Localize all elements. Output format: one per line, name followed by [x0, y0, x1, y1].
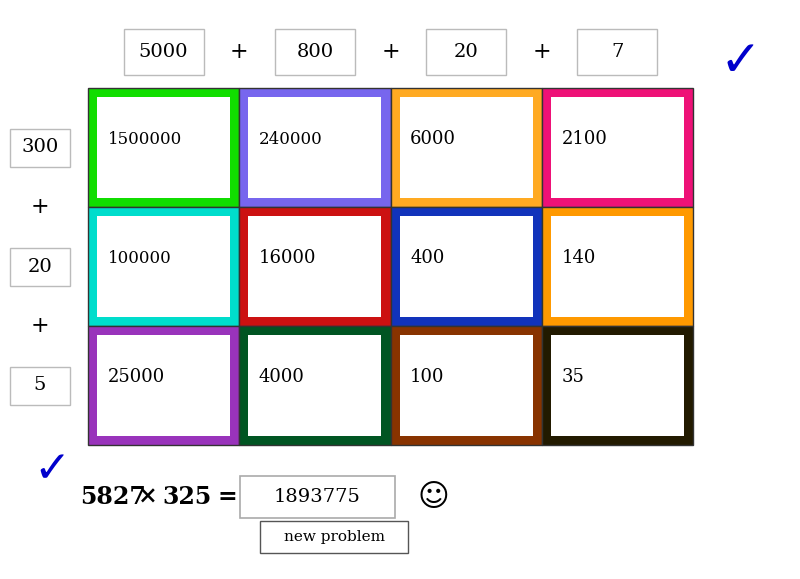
Text: 7: 7 [611, 43, 623, 61]
Bar [542, 207, 693, 326]
Bar [578, 29, 658, 75]
Text: 1893775: 1893775 [274, 488, 361, 506]
Text: 6000: 6000 [410, 130, 456, 148]
Bar [390, 207, 542, 326]
Bar [248, 216, 382, 317]
Text: 2100: 2100 [562, 130, 607, 148]
Text: 25000: 25000 [108, 368, 165, 386]
Bar [88, 207, 239, 326]
Bar [248, 335, 382, 436]
Text: 100000: 100000 [108, 250, 171, 267]
Bar [399, 97, 533, 198]
Text: ✓: ✓ [719, 38, 761, 86]
Text: +: + [30, 315, 50, 337]
Bar [390, 88, 542, 207]
Text: +: + [381, 41, 400, 63]
Text: 16000: 16000 [259, 250, 317, 267]
Text: 240000: 240000 [259, 131, 322, 148]
Bar [551, 97, 684, 198]
Text: 800: 800 [296, 43, 334, 61]
Bar [426, 29, 506, 75]
Text: 140: 140 [562, 250, 596, 267]
Bar [97, 216, 230, 317]
Text: 100: 100 [410, 368, 445, 386]
Bar [542, 88, 693, 207]
Bar [88, 88, 239, 207]
Bar [10, 367, 70, 405]
Text: +: + [533, 41, 551, 63]
Bar [124, 29, 204, 75]
Bar [240, 476, 395, 518]
Bar [542, 326, 693, 445]
Text: 35: 35 [562, 368, 584, 386]
Text: ×: × [138, 485, 158, 509]
Text: 5000: 5000 [139, 43, 188, 61]
Bar [10, 129, 70, 167]
Bar [390, 326, 542, 445]
Bar [97, 97, 230, 198]
Bar [97, 335, 230, 436]
Text: ☺: ☺ [417, 482, 449, 511]
Text: 1500000: 1500000 [108, 131, 182, 148]
Text: 20: 20 [454, 43, 478, 61]
Bar [260, 521, 408, 553]
Bar [551, 335, 684, 436]
Text: ✓: ✓ [34, 449, 70, 492]
Bar [10, 247, 70, 285]
Text: +: + [30, 196, 50, 218]
Bar [275, 29, 355, 75]
Bar [239, 326, 390, 445]
Text: 20: 20 [28, 258, 52, 276]
Bar [551, 216, 684, 317]
Text: 325: 325 [162, 485, 211, 509]
Bar [239, 88, 390, 207]
Bar [88, 326, 239, 445]
Text: 5: 5 [34, 376, 46, 394]
Text: 400: 400 [410, 250, 445, 267]
Text: 5827: 5827 [80, 485, 146, 509]
Bar [399, 216, 533, 317]
Bar [399, 335, 533, 436]
Bar [239, 207, 390, 326]
Bar [248, 97, 382, 198]
Text: new problem: new problem [283, 530, 385, 544]
Text: 300: 300 [22, 138, 58, 156]
Text: =: = [218, 485, 238, 509]
Text: 4000: 4000 [259, 368, 305, 386]
Text: +: + [230, 41, 249, 63]
